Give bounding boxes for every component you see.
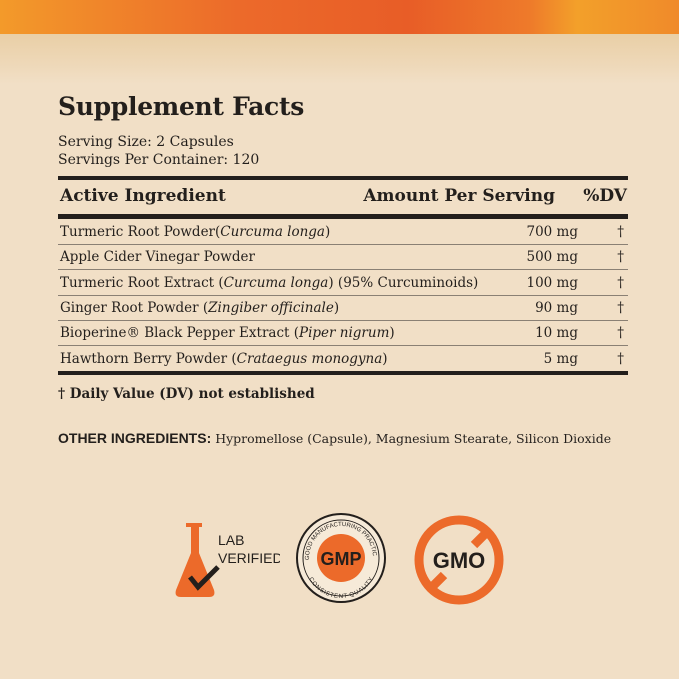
- latin-name: Curcuma longa: [223, 274, 329, 291]
- serving-size: Serving Size: 2 Capsules: [58, 134, 234, 150]
- gmo-text: GMO: [433, 548, 486, 573]
- table-row: Ginger Root Powder (Zingiber officinale)…: [58, 296, 628, 321]
- ingredient-name: Ginger Root Powder (Zingiber officinale): [60, 300, 339, 316]
- daily-value: †: [617, 224, 624, 240]
- lab-text: LAB: [218, 532, 244, 548]
- no-gmo-icon: [414, 515, 504, 605]
- divider: [58, 371, 628, 375]
- amount: 90 mg: [535, 299, 578, 316]
- ingredient-text: Hawthorn Berry Powder (: [60, 350, 237, 367]
- table-row: Hawthorn Berry Powder (Crataegus monogyn…: [58, 347, 628, 372]
- lab-verified-badge: LAB VERIFIED: [175, 523, 280, 597]
- non-gmo-badge: GMO: [414, 515, 504, 605]
- daily-value: †: [617, 350, 624, 367]
- daily-value: †: [617, 299, 624, 316]
- latin-name: Curcuma longa: [220, 224, 325, 240]
- daily-value: †: [617, 325, 624, 342]
- divider: [58, 214, 628, 219]
- flask-check-icon: [175, 523, 220, 597]
- ingredient-suffix: ): [389, 325, 395, 342]
- table-row: Turmeric Root Powder(Curcuma longa) 700 m…: [58, 220, 628, 245]
- table-row: Apple Cider Vinegar Powder 500 mg †: [58, 245, 628, 271]
- page-title: Supplement Facts: [58, 92, 305, 121]
- ingredient-suffix: ): [333, 299, 340, 316]
- amount: 700 mg: [526, 224, 578, 240]
- latin-name: Zingiber officinale: [208, 299, 334, 316]
- other-ingredients: OTHER INGREDIENTS: Hypromellose (Capsule…: [58, 430, 611, 446]
- ingredient-suffix: ): [382, 350, 388, 367]
- verified-text: VERIFIED: [218, 550, 280, 566]
- amount: 500 mg: [526, 249, 578, 266]
- latin-name: Piper nigrum: [299, 325, 390, 342]
- ingredient-text: Ginger Root Powder (: [60, 299, 209, 316]
- other-label: OTHER INGREDIENTS:: [58, 430, 212, 446]
- ingredient-suffix: ): [325, 224, 331, 240]
- amount: 100 mg: [526, 274, 578, 291]
- latin-name: Crataegus monogyna: [236, 350, 383, 367]
- texture-band: [0, 34, 679, 84]
- table-row: Turmeric Root Extract (Curcuma longa) (9…: [58, 271, 628, 296]
- header-ingredient: Active Ingredient: [60, 186, 226, 206]
- ingredient-name: Apple Cider Vinegar Powder: [60, 249, 255, 265]
- top-banner: [0, 0, 679, 34]
- ingredient-text: Turmeric Root Extract (: [60, 274, 224, 291]
- header-amount: Amount Per Serving: [363, 186, 555, 206]
- ingredient-text: Bioperine® Black Pepper Extract (: [60, 325, 299, 342]
- header-dv: %DV: [583, 186, 627, 206]
- ingredient-name: Turmeric Root Extract (Curcuma longa) (9…: [60, 275, 478, 291]
- ingredient-name: Bioperine® Black Pepper Extract (Piper n…: [60, 325, 395, 341]
- gmp-center-text: GMP: [320, 549, 361, 569]
- daily-value: †: [617, 274, 624, 291]
- table-row: Bioperine® Black Pepper Extract (Piper n…: [58, 321, 628, 347]
- amount: 5 mg: [543, 350, 578, 367]
- footnote: † Daily Value (DV) not established: [58, 386, 315, 402]
- ingredient-name: Hawthorn Berry Powder (Crataegus monogyn…: [60, 351, 388, 367]
- amount: 10 mg: [535, 325, 578, 342]
- daily-value: †: [617, 249, 624, 266]
- servings-per-container: Servings Per Container: 120: [58, 152, 260, 168]
- gmp-badge: GOOD MANUFACTURING PRACTICE CONSISTENT Q…: [295, 512, 386, 603]
- ingredient-text: Turmeric Root Powder(: [60, 224, 221, 240]
- other-value: Hypromellose (Capsule), Magnesium Steara…: [211, 431, 612, 446]
- ingredient-text: Apple Cider Vinegar Powder: [60, 249, 255, 266]
- divider: [58, 176, 628, 180]
- ingredient-suffix: ) (95% Curcuminoids): [328, 274, 479, 291]
- ingredient-name: Turmeric Root Powder(Curcuma longa): [60, 224, 330, 240]
